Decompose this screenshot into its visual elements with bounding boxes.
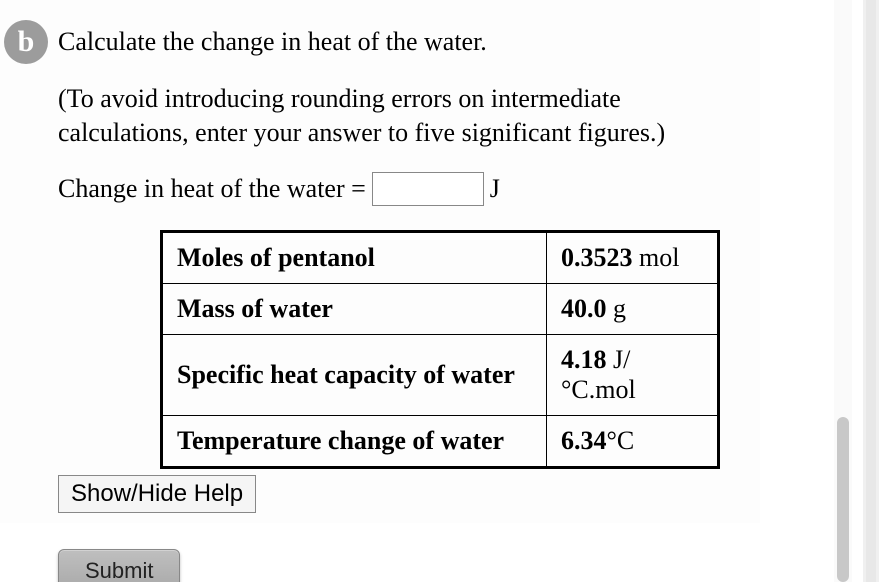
table-row: Temperature change of water 6.34°C — [162, 415, 719, 467]
input-label-before: Change in heat of the water = — [58, 174, 366, 204]
table-label: Moles of pentanol — [162, 231, 547, 283]
table-value: 6.34 — [561, 426, 607, 455]
table-value: 0.3523 — [561, 243, 633, 272]
part-prompt: Calculate the change in heat of the wate… — [58, 27, 487, 57]
table-unit: g — [606, 294, 626, 323]
input-unit-after: J — [490, 174, 500, 204]
table-row: Mass of water 40.0 g — [162, 283, 719, 334]
table-value-cell: 4.18 J/°C.mol — [546, 334, 718, 415]
answer-input-row: Change in heat of the water = J — [0, 172, 720, 206]
question-block: b Calculate the change in heat of the wa… — [0, 0, 760, 523]
table-value: 40.0 — [561, 294, 607, 323]
part-badge: b — [4, 20, 48, 64]
table-label: Temperature change of water — [162, 415, 547, 467]
instruction-text: (To avoid introducing rounding errors on… — [0, 82, 720, 150]
table-value: 4.18 — [561, 345, 607, 374]
table-label: Mass of water — [162, 283, 547, 334]
data-table: Moles of pentanol 0.3523 mol Mass of wat… — [160, 230, 720, 469]
question-content: b Calculate the change in heat of the wa… — [0, 0, 820, 582]
show-hide-help-button[interactable]: Show/Hide Help — [58, 475, 256, 513]
table-unit: mol — [632, 243, 679, 272]
table-value-cell: 6.34°C — [546, 415, 718, 467]
table-label: Specific heat capacity of water — [162, 334, 547, 415]
inner-scrollbar[interactable] — [834, 0, 852, 582]
outer-scrollbar[interactable] — [863, 0, 879, 582]
table-row: Specific heat capacity of water 4.18 J/°… — [162, 334, 719, 415]
submit-wrap: Submit — [0, 523, 820, 582]
table-row: Moles of pentanol 0.3523 mol — [162, 231, 719, 283]
inner-scrollbar-thumb[interactable] — [837, 417, 849, 582]
outer-scrollbar-track — [866, 0, 876, 582]
table-unit: °C — [606, 426, 634, 455]
submit-button[interactable]: Submit — [58, 549, 180, 582]
heat-change-input[interactable] — [372, 172, 484, 206]
part-row: b Calculate the change in heat of the wa… — [0, 20, 720, 64]
table-value-cell: 0.3523 mol — [546, 231, 718, 283]
table-value-cell: 40.0 g — [546, 283, 718, 334]
